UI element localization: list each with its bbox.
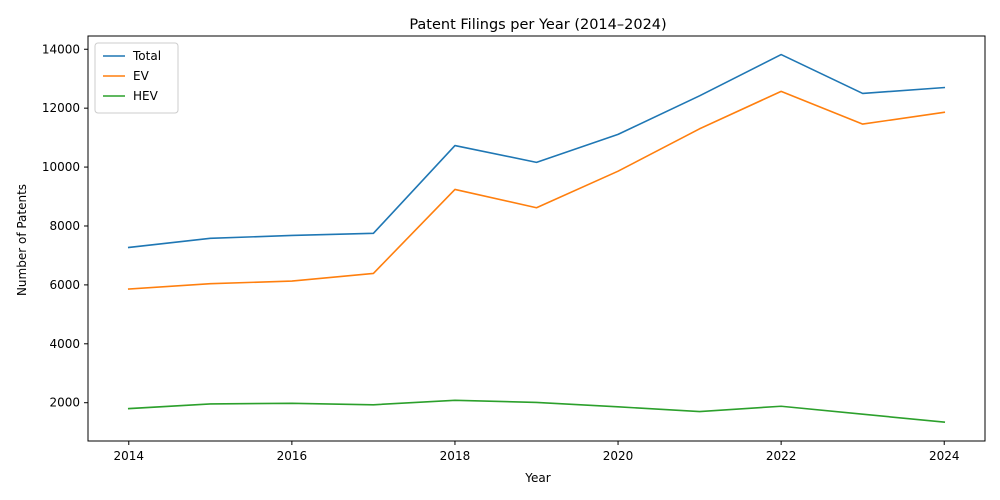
legend-label-total: Total	[132, 49, 161, 63]
y-tick-label: 12000	[42, 101, 80, 115]
y-tick-label: 8000	[49, 219, 80, 233]
x-tick-label: 2014	[113, 449, 144, 463]
series-line-ev	[129, 91, 944, 289]
series-lines	[129, 55, 944, 423]
y-axis-title: Number of Patents	[15, 184, 29, 296]
x-axis-title: Year	[524, 471, 550, 485]
x-axis-ticks: 2014 2016 2018 2020 2022 2024	[113, 441, 959, 463]
chart-title: Patent Filings per Year (2014–2024)	[409, 17, 666, 33]
x-tick-label: 2024	[929, 449, 960, 463]
x-tick-label: 2016	[277, 449, 308, 463]
x-tick-label: 2020	[603, 449, 634, 463]
y-tick-label: 14000	[42, 42, 80, 56]
y-axis-ticks: 2000 4000 6000 8000 10000 12000 14000	[42, 42, 88, 409]
legend: Total EV HEV	[95, 43, 178, 113]
legend-label-hev: HEV	[133, 89, 159, 103]
y-tick-label: 10000	[42, 160, 80, 174]
x-tick-label: 2022	[766, 449, 797, 463]
x-tick-label: 2018	[440, 449, 471, 463]
y-tick-label: 2000	[49, 396, 80, 410]
legend-label-ev: EV	[133, 69, 150, 83]
series-line-hev	[129, 400, 944, 422]
y-tick-label: 4000	[49, 337, 80, 351]
y-tick-label: 6000	[49, 278, 80, 292]
series-line-total	[129, 55, 944, 248]
